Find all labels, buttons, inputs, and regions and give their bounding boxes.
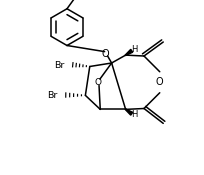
Text: Br: Br xyxy=(54,61,64,70)
Text: O: O xyxy=(102,49,109,59)
Polygon shape xyxy=(125,49,133,55)
Text: O: O xyxy=(156,77,164,87)
Text: Br: Br xyxy=(47,91,57,100)
Polygon shape xyxy=(125,109,133,115)
Text: H: H xyxy=(131,110,138,119)
Text: H: H xyxy=(131,45,138,54)
Text: O: O xyxy=(95,78,102,87)
